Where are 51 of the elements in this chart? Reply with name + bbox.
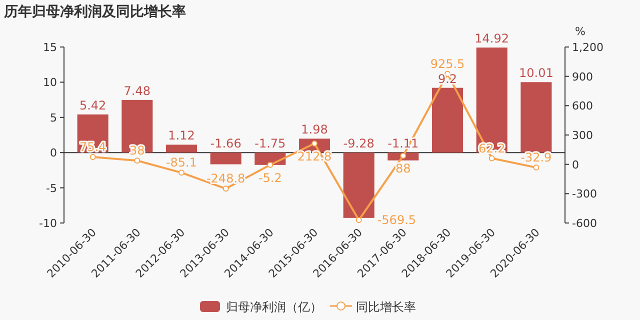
- y-tick-label: 15: [43, 41, 57, 54]
- point: [400, 152, 406, 159]
- point: [178, 170, 184, 176]
- bar: [166, 144, 198, 153]
- y2-tick-label: 0: [572, 158, 579, 172]
- y-tick-label: 0: [50, 146, 57, 160]
- data-label: -32.9: [520, 150, 552, 165]
- data-label: -1.66: [210, 136, 242, 151]
- y-tick-label: -5: [46, 182, 57, 195]
- data-label: 925.5: [430, 56, 465, 71]
- y2-tick-label: 900: [572, 70, 593, 84]
- chart-title: 历年归母净利润及同比增长率: [3, 3, 186, 20]
- bar: [476, 48, 508, 153]
- y-tick-label: -10: [39, 217, 57, 230]
- data-label: 1.12: [168, 128, 195, 143]
- data-label: 14.92: [474, 32, 510, 46]
- y2-tick-label: 600: [572, 100, 593, 113]
- data-label: 7.48: [124, 84, 151, 98]
- y2-tick-label: 1,200: [572, 41, 604, 54]
- data-label: 1.98: [301, 122, 328, 137]
- data-label: 10.01: [519, 66, 554, 80]
- point: [312, 140, 318, 147]
- data-label: -248.8: [206, 172, 246, 186]
- bar: [343, 152, 374, 218]
- point: [267, 162, 274, 168]
- y2-tick-label: -300: [572, 188, 597, 201]
- bar: [122, 100, 153, 153]
- data-label: 5.42: [79, 98, 106, 112]
- y-tick-label: 10: [43, 76, 57, 90]
- y2-tick-label: 300: [572, 129, 593, 142]
- data-label: 75.4: [79, 140, 106, 154]
- point: [90, 154, 96, 160]
- data-label: -5.2: [258, 170, 282, 185]
- data-label: 88: [396, 162, 411, 176]
- legend-label: 归母净利润（亿）: [226, 300, 322, 314]
- point: [222, 186, 229, 192]
- point: [134, 158, 140, 164]
- point: [356, 217, 362, 224]
- data-label: -9.28: [343, 136, 374, 151]
- y2-axis-title: %: [575, 25, 586, 38]
- y2-tick-label: -600: [572, 217, 597, 230]
- point: [488, 155, 495, 162]
- data-label: -569.5: [377, 213, 416, 228]
- y-tick-label: 5: [50, 111, 57, 124]
- bar: [432, 88, 464, 153]
- data-label: -85.1: [166, 156, 198, 170]
- bar: [210, 152, 242, 164]
- legend-label: 同比增长率: [356, 300, 416, 314]
- bar: [520, 82, 552, 153]
- data-label: -1.75: [254, 136, 286, 151]
- point: [533, 164, 540, 171]
